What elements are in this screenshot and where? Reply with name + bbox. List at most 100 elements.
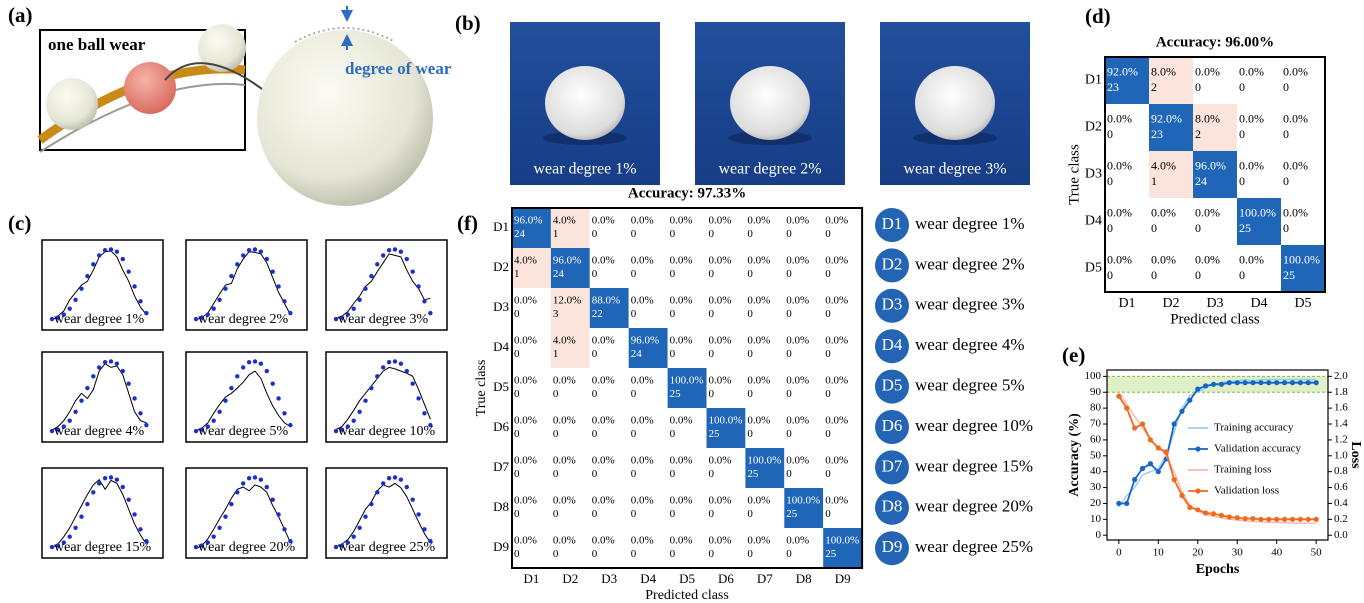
y-tick-label: 90 <box>1090 386 1102 398</box>
series-marker <box>1243 380 1248 385</box>
profile-dot <box>91 374 95 378</box>
cell-percent: 0.0% <box>514 415 537 427</box>
profile-dot <box>405 369 409 373</box>
cell-percent: 0.0% <box>670 495 693 507</box>
profile-dot <box>259 478 263 482</box>
col-label: D2 <box>1162 296 1179 311</box>
profile-dot <box>259 362 263 366</box>
series-marker <box>1266 380 1271 385</box>
profile-dot <box>393 359 397 363</box>
cell-percent: 0.0% <box>514 535 537 547</box>
series-marker <box>1306 380 1311 385</box>
series-marker <box>1219 513 1224 518</box>
cell-count: 0 <box>631 268 637 280</box>
profile-dot <box>223 287 227 291</box>
cell-percent: 0.0% <box>709 375 732 387</box>
profile-dot <box>144 311 148 315</box>
profile-dot <box>85 386 89 390</box>
cell-percent: 0.0% <box>825 375 848 387</box>
cell-count: 0 <box>631 468 637 480</box>
row-label: D1 <box>1085 73 1102 88</box>
profile-dot <box>351 418 355 422</box>
profile-dot <box>217 298 221 302</box>
series-marker <box>1156 445 1161 450</box>
profile-line <box>196 252 290 320</box>
cell-count: 22 <box>592 308 603 320</box>
col-label: D6 <box>718 571 734 586</box>
cell-percent: 0.0% <box>1283 158 1308 172</box>
col-label: D4 <box>1250 296 1267 311</box>
cell-count: 2 <box>1151 80 1157 94</box>
cell-percent: 0.0% <box>670 255 693 267</box>
cell-count: 24 <box>631 348 643 360</box>
wear-label: degree of wear <box>345 59 452 78</box>
cell-percent: 8.0% <box>1195 111 1220 125</box>
cell-percent: 0.0% <box>825 455 848 467</box>
panel-label: (e) <box>1062 343 1085 367</box>
cell-count: 0 <box>1107 268 1113 282</box>
cell-percent: 0.0% <box>631 295 654 307</box>
cell-count: 1 <box>1151 174 1157 188</box>
col-label: D4 <box>640 571 656 586</box>
cell-percent: 0.0% <box>631 455 654 467</box>
profile-dot <box>369 274 373 278</box>
cell-percent: 0.0% <box>747 535 770 547</box>
cell-percent: 0.0% <box>1195 205 1220 219</box>
cell-count: 0 <box>592 228 598 240</box>
cell-count: 0 <box>631 228 637 240</box>
series-marker <box>1314 380 1319 385</box>
row-label: D3 <box>1085 167 1102 182</box>
profile-dot <box>247 476 251 480</box>
profile-dot <box>121 485 125 489</box>
series-marker <box>1290 380 1295 385</box>
cell-count: 0 <box>514 428 520 440</box>
profile-dot <box>393 475 397 479</box>
cell-count: 0 <box>631 548 637 560</box>
profile-dot <box>270 269 274 273</box>
profile-dot <box>126 497 130 501</box>
profile-line <box>336 367 430 429</box>
profile-dot <box>399 250 403 254</box>
cell-percent: 100.0% <box>1283 252 1320 266</box>
series-marker <box>1314 517 1319 522</box>
series-marker <box>1298 517 1303 522</box>
profile-dot <box>91 490 95 494</box>
cell-count: 0 <box>553 508 559 520</box>
cell-count: 0 <box>670 268 676 280</box>
profile-dot <box>259 250 263 254</box>
x-tick-label: 40 <box>1271 547 1283 559</box>
col-label: D5 <box>679 571 695 586</box>
ball <box>46 78 98 130</box>
cell-percent: 0.0% <box>670 535 693 547</box>
profile-dot <box>73 298 77 302</box>
profile-dot <box>132 284 136 288</box>
cell-percent: 0.0% <box>709 495 732 507</box>
cell-count: 0 <box>747 548 753 560</box>
cell-count: 0 <box>592 268 598 280</box>
row-label: D8 <box>493 499 509 514</box>
col-label: D1 <box>524 571 540 586</box>
cell-count: 1 <box>553 228 559 240</box>
cell-count: 0 <box>747 268 753 280</box>
cell-percent: 100.0% <box>670 375 704 387</box>
cell-count: 0 <box>709 348 715 360</box>
cell-count: 0 <box>825 508 831 520</box>
cell-percent: 0.0% <box>747 295 770 307</box>
y-tick-label: 0 <box>1096 529 1102 541</box>
panel-label: (b) <box>455 11 481 35</box>
series-marker <box>1258 380 1263 385</box>
profile-dot <box>363 287 367 291</box>
profile-dot <box>235 262 239 266</box>
series-marker <box>1124 406 1129 411</box>
cell-count: 0 <box>631 388 637 400</box>
profile-dot <box>387 476 391 480</box>
cell-percent: 0.0% <box>553 535 576 547</box>
cell-percent: 0.0% <box>709 335 732 347</box>
legend-key: D4 <box>882 335 903 354</box>
profile-dot <box>393 247 397 251</box>
profile-dot <box>410 381 414 385</box>
col-label: D1 <box>1118 296 1135 311</box>
series-marker <box>1156 469 1161 474</box>
cell-percent: 0.0% <box>592 255 615 267</box>
cell-percent: 4.0% <box>553 335 576 347</box>
